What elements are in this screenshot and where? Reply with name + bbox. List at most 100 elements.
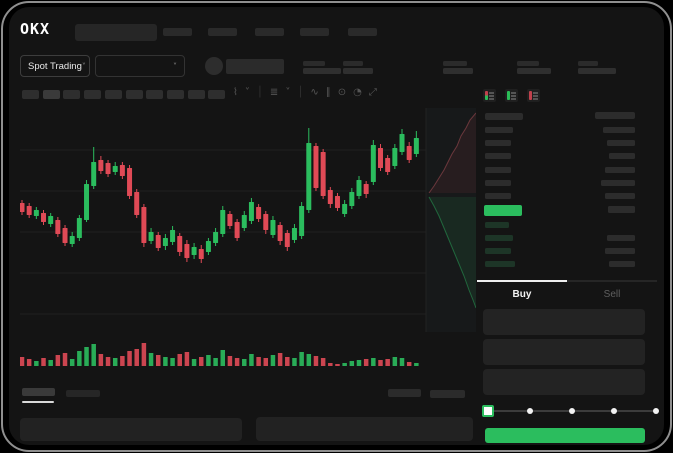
nav-placeholders — [9, 7, 664, 445]
chevron-down-icon[interactable]: ˅ — [285, 87, 291, 98]
search-input[interactable] — [75, 24, 157, 41]
timeframe-pill[interactable] — [146, 90, 164, 99]
bid-amount-placeholder — [609, 261, 635, 267]
stat-value-placeholder — [517, 68, 551, 74]
bid-price-placeholder — [485, 235, 513, 241]
ask-price-placeholder — [485, 153, 511, 159]
bottom-action-button-2[interactable] — [430, 390, 465, 398]
indicators-icon[interactable]: ≣ — [269, 87, 279, 98]
candlestick-chart[interactable] — [19, 108, 477, 370]
ask-amount-placeholder — [609, 153, 635, 159]
ask-row[interactable] — [477, 152, 663, 161]
stat-value-placeholder — [343, 68, 373, 74]
slider-stop-dot[interactable] — [527, 408, 533, 414]
compare-icon[interactable]: ∥ — [325, 87, 331, 98]
ask-row[interactable] — [477, 126, 663, 135]
ticker-stats — [9, 7, 664, 445]
ask-price-placeholder — [485, 127, 513, 133]
chevron-down-icon: ˅ — [81, 61, 86, 71]
chevron-down-icon: ˅ — [173, 61, 177, 71]
bid-row[interactable] — [477, 221, 663, 230]
timeframe-pill[interactable] — [187, 90, 205, 99]
book-bids-icon[interactable] — [505, 89, 518, 102]
ask-price-placeholder — [485, 167, 511, 173]
ask-row[interactable] — [477, 166, 663, 175]
timeframe-pill[interactable] — [84, 90, 102, 99]
bid-row[interactable] — [477, 247, 663, 256]
timeframe-pill[interactable] — [166, 90, 184, 99]
orderbook-header-amount — [595, 112, 635, 119]
bid-price-placeholder — [485, 261, 515, 267]
candles-icon[interactable]: ⌇ — [233, 87, 238, 98]
ask-amount-placeholder — [603, 127, 635, 133]
slider-stop-dot[interactable] — [653, 408, 659, 414]
ask-row[interactable] — [477, 192, 663, 201]
timeframe-pill[interactable] — [42, 90, 60, 99]
stat-value-placeholder — [303, 68, 341, 74]
chart-tool-icons: ⌇ ˅ │ ≣ ˅ │ ∿ ∥ ⊙ ◔ ⤢ — [233, 86, 377, 100]
nav-item-placeholder[interactable] — [208, 28, 237, 36]
market-type-label: Spot Trading — [28, 60, 82, 72]
bottom-content-block-2 — [256, 417, 473, 441]
ask-price-placeholder — [485, 140, 511, 146]
price-field[interactable] — [483, 309, 645, 335]
orderbook-view-icons — [9, 7, 664, 445]
fullscreen-icon[interactable]: ⤢ — [368, 87, 377, 98]
bottom-action-button-1[interactable] — [388, 389, 421, 397]
ask-amount-placeholder — [607, 140, 635, 146]
bottom-tab-open-orders[interactable] — [22, 388, 55, 396]
line-type-icon[interactable]: ∿ — [310, 87, 319, 98]
nav-item-placeholder[interactable] — [348, 28, 377, 36]
bottom-content-block-1 — [20, 418, 242, 441]
nav-item-placeholder[interactable] — [255, 28, 284, 36]
pair-name-placeholder — [226, 59, 284, 74]
stat-value-placeholder — [443, 68, 473, 74]
slider-handle[interactable] — [482, 405, 494, 417]
pair-selector-dropdown[interactable]: ˅ — [95, 55, 185, 77]
book-asks-icon[interactable] — [527, 89, 540, 102]
ask-amount-placeholder — [605, 193, 635, 199]
bottom-tab-order-history[interactable] — [66, 390, 100, 397]
nav-item-placeholder[interactable] — [163, 28, 192, 36]
bid-row[interactable] — [477, 234, 663, 243]
bid-row[interactable] — [477, 260, 663, 269]
stat-label-placeholder — [517, 61, 539, 66]
okx-logo[interactable]: OKX — [20, 20, 51, 38]
buy-submit-button[interactable] — [485, 428, 645, 443]
order-book — [9, 7, 664, 445]
bid-amount-placeholder — [607, 235, 635, 241]
ask-row[interactable] — [477, 139, 663, 148]
divider: │ — [297, 87, 304, 98]
trade-tabbar: Buy Sell — [468, 280, 664, 307]
amount-slider[interactable] — [479, 402, 664, 420]
tab-sell[interactable]: Sell — [567, 280, 657, 306]
timeframe-pill[interactable] — [208, 90, 226, 99]
timeframe-pills — [9, 7, 664, 445]
tab-buy[interactable]: Buy — [477, 280, 567, 306]
last-price-bar[interactable] — [484, 205, 522, 216]
last-price-amount-placeholder — [608, 206, 635, 213]
book-both-icon[interactable] — [483, 89, 496, 102]
timeframe-pill[interactable] — [63, 90, 81, 99]
ask-amount-placeholder — [605, 167, 635, 173]
orderbook-header-price — [485, 113, 523, 120]
ask-price-placeholder — [485, 180, 511, 186]
stat-label-placeholder — [343, 61, 363, 66]
slider-stop-dot[interactable] — [569, 408, 575, 414]
nav-item-placeholder[interactable] — [300, 28, 329, 36]
timeframe-pill[interactable] — [104, 90, 122, 99]
market-type-dropdown[interactable]: Spot Trading ˅ — [20, 55, 90, 77]
total-field[interactable] — [483, 369, 645, 395]
camera-icon[interactable]: ⊙ — [337, 87, 347, 98]
amount-field[interactable] — [483, 339, 645, 365]
timeframe-pill[interactable] — [125, 90, 143, 99]
coin-avatar — [205, 57, 223, 75]
timeframe-pill[interactable] — [22, 90, 39, 99]
settings-icon[interactable]: ◔ — [353, 87, 362, 98]
app-window: OKX Spot Trading ˅ ˅ ⌇ ˅ │ ≣ ˅ │ ∿ ∥ ⊙ ◔ ⤢ Buy Sel… — [9, 7, 664, 445]
stat-label-placeholder — [578, 61, 598, 66]
ask-row[interactable] — [477, 179, 663, 188]
chevron-down-icon[interactable]: ˅ — [244, 87, 250, 98]
ask-amount-placeholder — [601, 180, 635, 186]
slider-stop-dot[interactable] — [611, 408, 617, 414]
